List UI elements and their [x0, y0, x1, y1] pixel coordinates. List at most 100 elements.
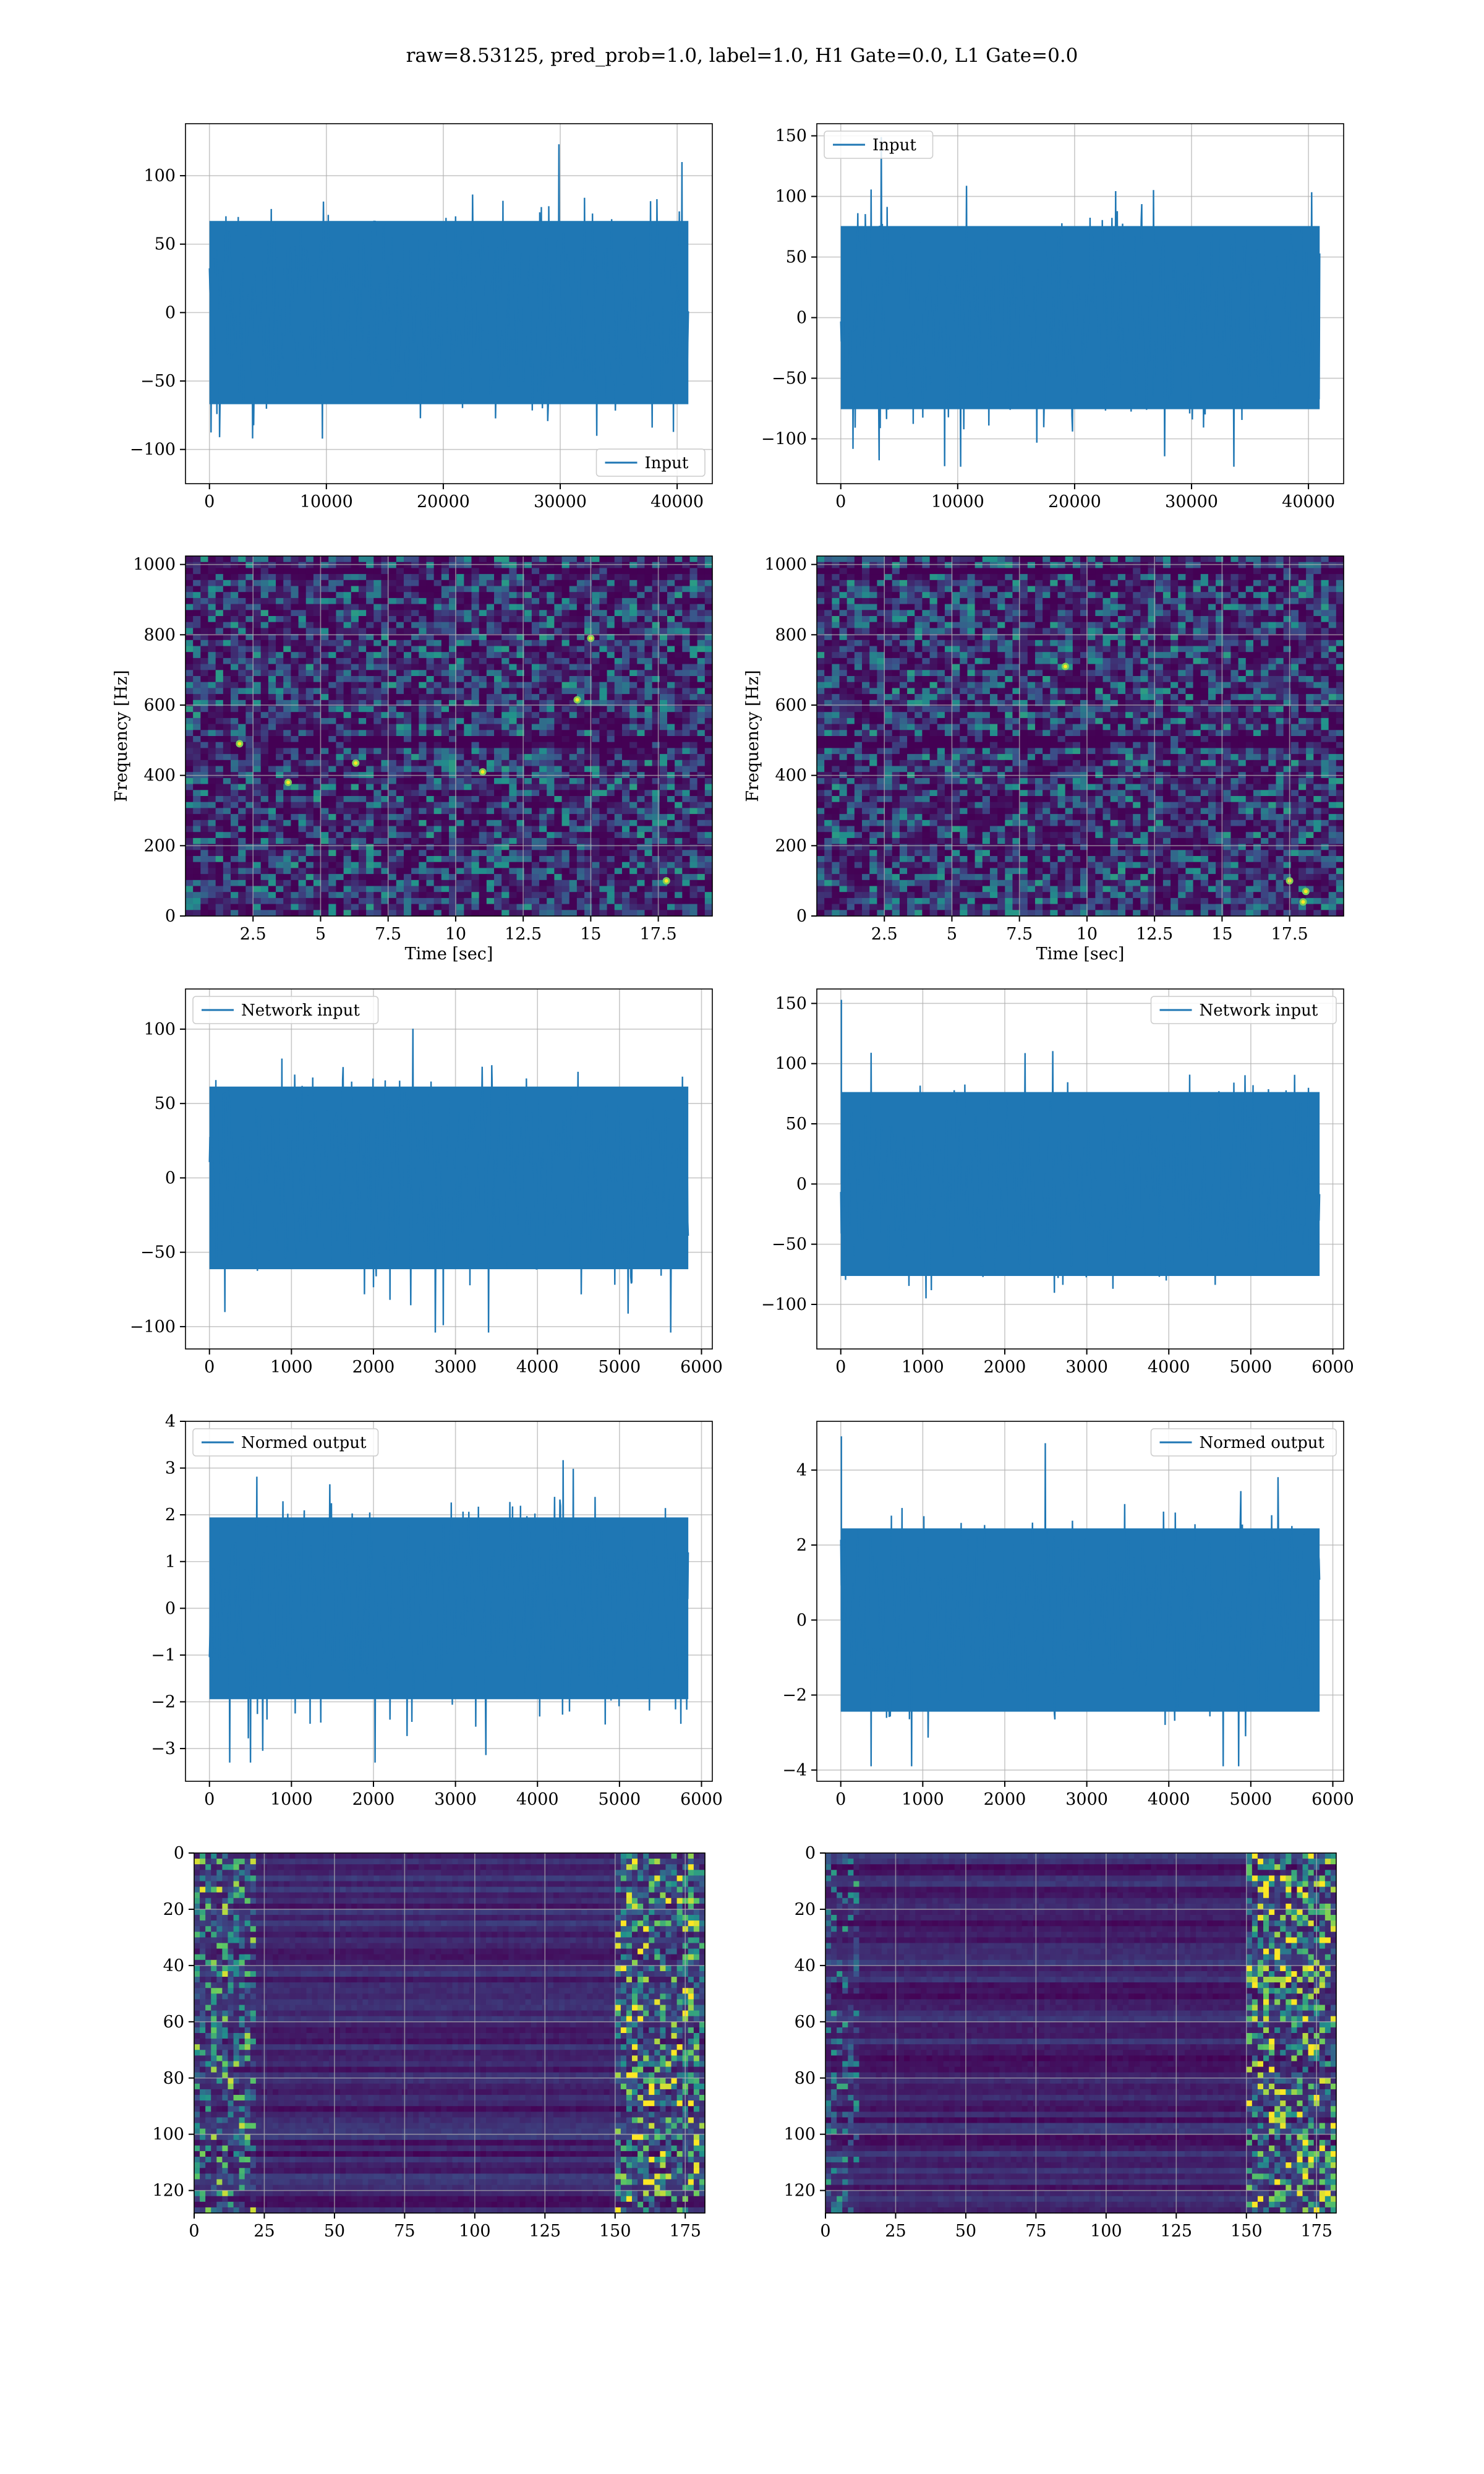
heatmap-cell — [539, 592, 547, 598]
heatmap-cell — [441, 664, 450, 670]
heatmap-cell — [299, 676, 307, 682]
heatmap-cell — [464, 874, 472, 880]
heatmap-cell — [675, 904, 683, 910]
heatmap-cell — [599, 874, 607, 880]
heatmap-cell — [261, 814, 269, 820]
heatmap-cell — [441, 874, 450, 880]
heatmap-cell — [336, 796, 344, 802]
heatmap-cell — [487, 904, 495, 910]
heatmap-cell — [539, 754, 547, 760]
heatmap-cell — [615, 712, 623, 718]
heatmap-cell — [930, 610, 938, 616]
heatmap-cell — [419, 742, 427, 748]
heatmap-cell — [426, 676, 434, 682]
heatmap-cell — [967, 580, 975, 586]
heatmap-cell — [419, 610, 427, 616]
heatmap-cell — [689, 790, 697, 796]
heatmap-cell — [547, 646, 555, 653]
heatmap-cell — [930, 586, 938, 593]
heatmap-cell — [705, 658, 713, 664]
heatmap-cell — [997, 610, 1005, 616]
heatmap-cell — [261, 736, 269, 742]
heatmap-cell — [532, 670, 540, 676]
heatmap-cell — [389, 748, 397, 754]
heatmap-cell — [291, 790, 299, 796]
heatmap-cell — [411, 880, 419, 886]
heatmap-cell — [344, 844, 352, 850]
heatmap-cell — [539, 802, 547, 808]
heatmap-cell — [359, 784, 367, 790]
heatmap-cell — [426, 736, 434, 742]
heatmap-cell — [434, 850, 442, 856]
heatmap-cell — [373, 586, 382, 593]
heatmap-cell — [569, 778, 578, 784]
heatmap-cell — [1201, 592, 1209, 598]
heatmap-cell — [426, 886, 434, 892]
heatmap-cell — [577, 670, 585, 676]
heatmap-cell — [689, 574, 697, 580]
heatmap-cell — [622, 616, 630, 622]
heatmap-cell — [622, 568, 630, 574]
heatmap-cell — [1133, 592, 1141, 598]
heatmap-cell — [186, 706, 194, 713]
heatmap-cell — [344, 778, 352, 784]
heatmap-cell — [479, 598, 487, 604]
heatmap-cell — [577, 820, 585, 826]
heatmap-cell — [411, 862, 419, 868]
heatmap-cell — [494, 562, 502, 568]
heatmap-cell — [366, 628, 374, 634]
heatmap-cell — [599, 778, 607, 784]
heatmap-cell — [479, 802, 487, 808]
heatmap-cell — [562, 574, 570, 580]
heatmap-cell — [261, 850, 269, 856]
heatmap-cell — [501, 826, 510, 833]
heatmap-cell — [637, 766, 645, 773]
heatmap-cell — [404, 856, 412, 862]
heatmap-cell — [562, 784, 570, 790]
heatmap-cell — [268, 706, 276, 713]
heatmap-cell — [216, 742, 224, 748]
heatmap-cell — [373, 664, 382, 670]
heatmap-cell — [1253, 556, 1261, 562]
heatmap-cell — [276, 832, 284, 838]
heatmap-cell — [344, 754, 352, 760]
y-tick-label: 400 — [143, 766, 176, 785]
heatmap-cell — [268, 760, 276, 766]
heatmap-cell — [554, 826, 562, 833]
heatmap-cell — [283, 616, 291, 622]
heatmap-cell — [1133, 580, 1141, 586]
heatmap-cell — [629, 574, 638, 580]
heatmap-cell — [547, 832, 555, 838]
heatmap-cell — [373, 694, 382, 700]
heatmap-cell — [426, 688, 434, 694]
heatmap-cell — [389, 850, 397, 856]
heatmap-cell — [622, 580, 630, 586]
heatmap-cell — [509, 862, 517, 868]
heatmap-cell — [344, 832, 352, 838]
heatmap-cell — [907, 604, 915, 610]
heatmap-cell — [245, 796, 254, 802]
heatmap-cell — [644, 616, 652, 622]
heatmap-cell — [615, 808, 623, 814]
heatmap-cell — [231, 568, 239, 574]
heatmap-cell — [637, 832, 645, 838]
heatmap-cell — [283, 658, 291, 664]
heatmap-cell — [336, 760, 344, 766]
heatmap-cell — [186, 712, 194, 718]
heatmap-cell — [261, 880, 269, 886]
heatmap-cell — [1306, 586, 1314, 593]
heatmap-cell — [494, 640, 502, 646]
heatmap-cell — [208, 568, 216, 574]
heatmap-cell — [283, 556, 291, 562]
heatmap-cell — [328, 856, 336, 862]
heatmap-cell — [855, 592, 863, 598]
heatmap-cell — [291, 610, 299, 616]
heatmap-cell — [389, 754, 397, 760]
heatmap-cell — [404, 760, 412, 766]
heatmap-cell — [245, 640, 254, 646]
heatmap-cell — [524, 706, 532, 713]
heatmap-cell — [1095, 562, 1103, 568]
heatmap-cell — [261, 826, 269, 833]
heatmap-cell — [434, 832, 442, 838]
heatmap-cell — [479, 652, 487, 658]
